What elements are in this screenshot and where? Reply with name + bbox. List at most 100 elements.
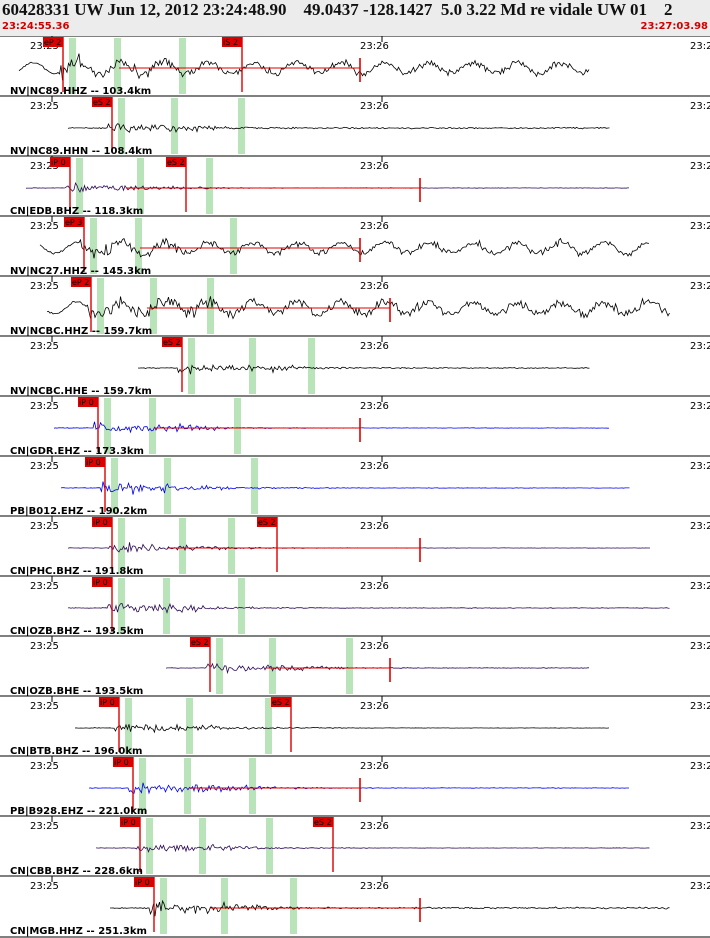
analysis-window: [266, 818, 273, 874]
time-tick-label: 23:25: [30, 401, 59, 412]
time-tick-label: 23:26: [360, 581, 389, 592]
time-tick-label: 23:26: [360, 341, 389, 352]
pick-label: eS 2: [314, 818, 332, 827]
analysis-window: [97, 278, 104, 334]
time-tick-label: 23:26: [360, 701, 389, 712]
analysis-window: [308, 338, 315, 394]
station-label: NV|NC89.HHN -- 108.4km: [10, 146, 152, 157]
trace-panel: 23:25 23:26 23:2 eS 2 NV|NCBC.HHE -- 159.7km: [0, 335, 710, 397]
time-tick-label: 23:26: [360, 881, 389, 892]
pick-label: iP 0: [114, 758, 129, 767]
analysis-window: [146, 818, 153, 874]
trace-panel: 23:25 23:26 23:2 iP 0 eS 2 CN|PHC.BHZ -- 191.…: [0, 515, 710, 577]
time-tick-label: 23:25: [30, 461, 59, 472]
trace-panel: 23:25 23:26 23:2 iP 0 CN|GDR.EHZ -- 173.3km: [0, 395, 710, 457]
analysis-window: [69, 38, 76, 94]
time-tick-label: 23:26: [360, 461, 389, 472]
time-tick-label: 23:25: [30, 281, 59, 292]
pick-label: eP 2: [44, 38, 61, 47]
station-label: CN|PHC.BHZ -- 191.8km: [10, 566, 143, 577]
time-tick-label: 23:25: [30, 101, 59, 112]
trace-panel: 23:25 23:26 23:2 eS 2 NV|NC89.HHN -- 108.4km: [0, 95, 710, 157]
time-tick-label: 23:26: [360, 161, 389, 172]
trace-panel: 23:25 23:26 23:2 eP 3 NV|NC27.HHZ -- 145.3km: [0, 215, 710, 277]
time-tick-label: 23:25: [30, 521, 59, 532]
analysis-window: [160, 878, 167, 934]
pick-flag: [271, 697, 291, 707]
trace-panel: 23:25 23:26 23:2 iP 0 eS 2 CN|EDB.BHZ -- 118.…: [0, 155, 710, 217]
pick-flag: [92, 97, 112, 107]
time-tick-label: 23:2: [690, 821, 710, 832]
station-label: CN|EDB.BHZ -- 118.3km: [10, 206, 143, 217]
waveform: [67, 602, 670, 614]
analysis-window: [171, 98, 178, 154]
pick-label: eP 2: [72, 278, 89, 287]
time-tick-label: 23:2: [690, 101, 710, 112]
pick-flag: [190, 637, 210, 647]
event-header: 60428331 UW Jun 12, 2012 23:24:48.90 49.…: [0, 0, 710, 36]
analysis-window: [118, 518, 125, 574]
analysis-window: [230, 218, 237, 274]
analysis-window: [90, 218, 97, 274]
analysis-window: [238, 98, 245, 154]
analysis-window: [114, 38, 121, 94]
time-tick-label: 23:2: [690, 881, 710, 892]
pick-flag: [99, 697, 119, 707]
analysis-window: [216, 638, 223, 694]
trace-panel: 23:25 23:26 23:2 iP 0 PB|B012.EHZ -- 190.2km: [0, 455, 710, 517]
pick-flag: [92, 577, 112, 587]
pick-label: iP 0: [86, 458, 101, 467]
station-label: CN|MGB.HHZ -- 251.3km: [10, 926, 147, 937]
time-tick-label: 23:2: [690, 701, 710, 712]
analysis-window: [249, 338, 256, 394]
time-tick-label: 23:26: [360, 821, 389, 832]
station-label: PB|B012.EHZ -- 190.2km: [10, 506, 147, 517]
pick-flag: [222, 37, 242, 47]
window-end-time: 23:27:03.98: [640, 21, 708, 32]
time-tick-label: 23:2: [690, 581, 710, 592]
trace-panel: 23:25 23:26 23:2 eP 2 NV|NCBC.HHZ -- 159.7km: [0, 275, 710, 337]
analysis-window: [149, 398, 156, 454]
pick-label: iP 0: [93, 578, 108, 587]
station-label: CN|GDR.EHZ -- 173.3km: [10, 446, 144, 457]
time-tick-label: 23:26: [360, 101, 389, 112]
analysis-window: [265, 698, 272, 754]
time-tick-label: 23:26: [360, 41, 389, 52]
pick-flag: [71, 277, 91, 287]
time-tick-label: 23:2: [690, 401, 710, 412]
waveform: [60, 481, 630, 495]
waveform: [95, 843, 650, 853]
analysis-window: [249, 758, 256, 814]
pick-flag: [64, 217, 84, 227]
time-tick-label: 23:26: [360, 641, 389, 652]
station-label: CN|CBB.BHZ -- 228.6km: [10, 866, 143, 877]
time-tick-label: 23:25: [30, 341, 59, 352]
analysis-window: [269, 638, 276, 694]
pick-flag: [257, 517, 277, 527]
analysis-window: [184, 758, 191, 814]
waveform: [67, 542, 650, 553]
waveform: [46, 296, 670, 320]
event-title: 60428331 UW Jun 12, 2012 23:24:48.90 49.…: [2, 0, 673, 19]
analysis-window: [199, 818, 206, 874]
pick-flag: [313, 817, 333, 827]
pick-label: eS 2: [167, 158, 185, 167]
analysis-window: [206, 158, 213, 214]
analysis-window: [186, 698, 193, 754]
window-start-time: 23:24:55.36: [2, 21, 70, 32]
waveform: [53, 421, 610, 434]
pick-label: eP 3: [65, 218, 82, 227]
station-label: NV|NC89.HHZ -- 103.4km: [10, 86, 151, 97]
analysis-window: [76, 158, 83, 214]
time-tick-label: 23:25: [30, 641, 59, 652]
time-tick-label: 23:2: [690, 221, 710, 232]
time-tick-label: 23:2: [690, 461, 710, 472]
analysis-window: [164, 458, 171, 514]
trace-panel: 23:25 23:26 23:2 iP 0 CN|MGB.HHZ -- 251.3km: [0, 875, 710, 937]
time-tick-label: 23:2: [690, 341, 710, 352]
pick-label: iS 2: [223, 38, 238, 47]
trace-panel: 23:25 23:26 23:2 iP 0 CN|OZB.BHZ -- 193.5km: [0, 575, 710, 637]
analysis-window: [228, 518, 235, 574]
waveform: [110, 899, 670, 917]
